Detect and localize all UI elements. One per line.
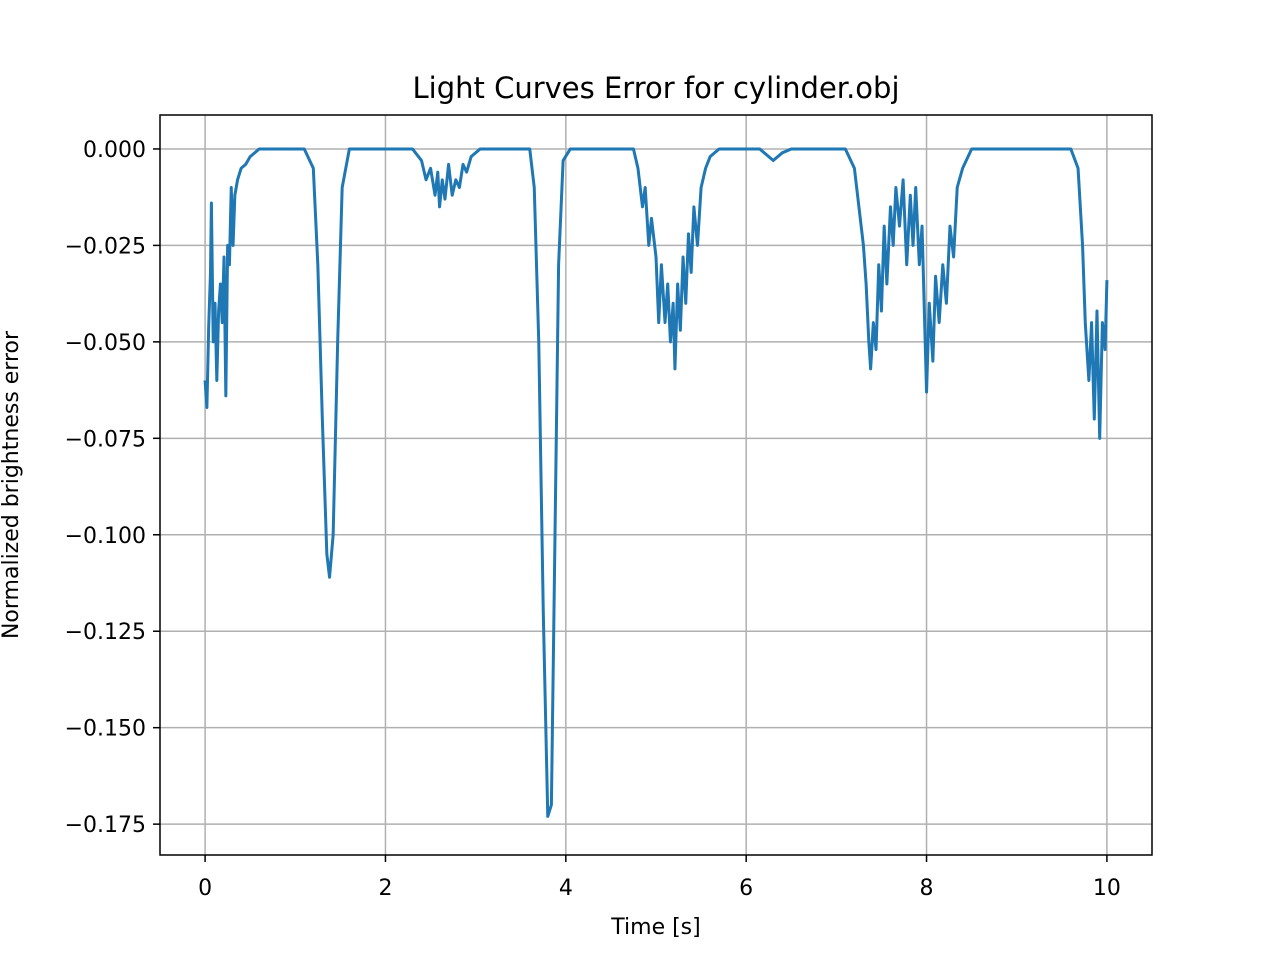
axes-frame <box>159 114 1153 856</box>
y-tick-label: −0.050 <box>65 331 146 356</box>
y-tick-label: −0.100 <box>65 524 146 549</box>
x-tick-label: 6 <box>739 876 753 901</box>
x-tick-label: 10 <box>1093 876 1121 901</box>
chart-title: Light Curves Error for cylinder.obj <box>412 71 899 105</box>
y-axis-label: Normalized brightness error <box>0 330 24 639</box>
y-tick-label: −0.125 <box>65 620 146 645</box>
y-tick-label: −0.025 <box>65 234 146 259</box>
y-tick-label: 0.000 <box>83 138 146 163</box>
x-tick-label: 2 <box>378 876 392 901</box>
plot-area <box>203 147 1109 818</box>
y-tick-label: −0.175 <box>65 813 146 838</box>
grid <box>160 115 1152 855</box>
x-tick-label: 4 <box>559 876 573 901</box>
y-tick-label: −0.150 <box>65 717 146 742</box>
data-line <box>203 147 1109 818</box>
x-tick-label: 0 <box>198 876 212 901</box>
y-tick-label: −0.075 <box>65 427 146 452</box>
x-tick-label: 8 <box>920 876 934 901</box>
x-axis-label: Time [s] <box>610 915 700 940</box>
